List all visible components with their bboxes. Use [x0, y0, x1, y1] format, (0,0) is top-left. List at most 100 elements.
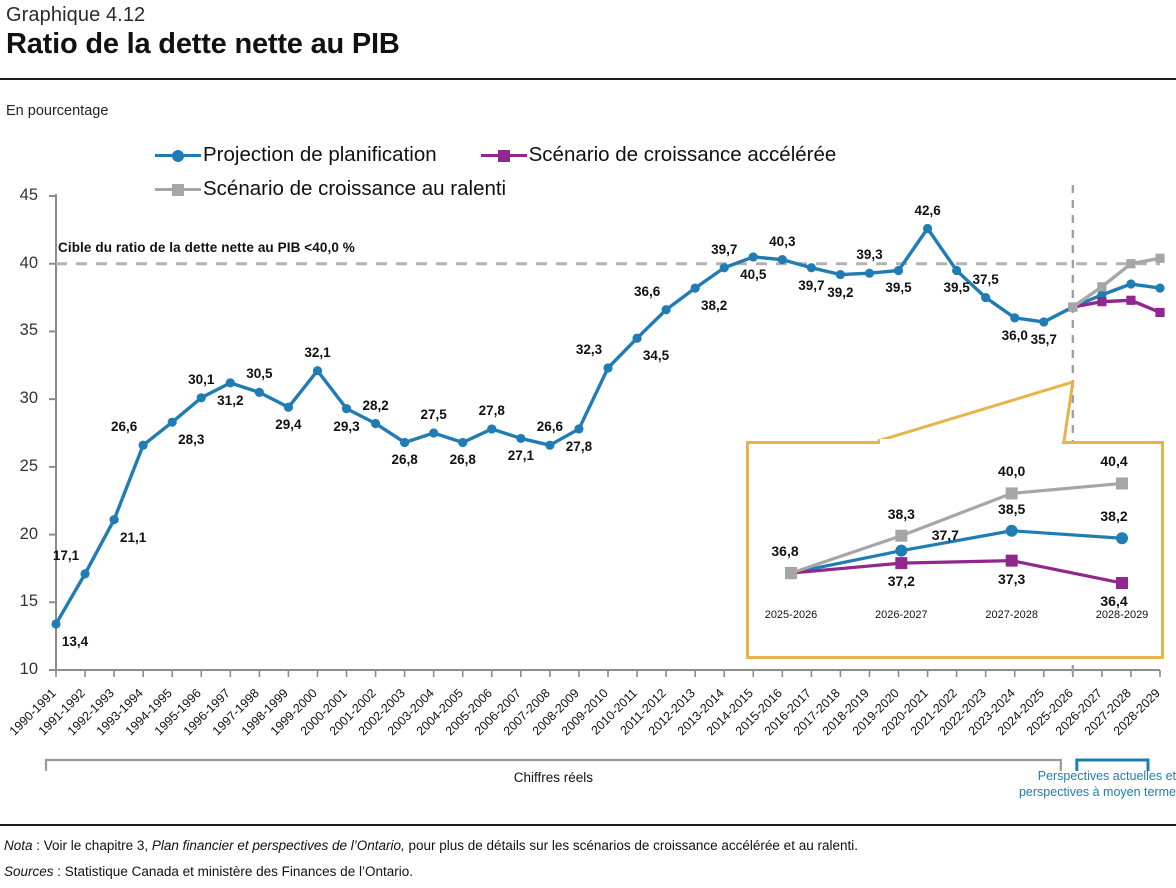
data-point-label: 37,5 — [972, 271, 999, 287]
data-point — [516, 433, 526, 444]
data-point-label: 42,6 — [914, 202, 941, 218]
data-point-label: 28,3 — [178, 432, 205, 448]
data-point — [196, 393, 206, 403]
data-point-label: 40,5 — [740, 266, 767, 282]
data-point — [835, 269, 846, 280]
data-point — [1068, 302, 1078, 312]
target-annotation: Cible du ratio de la dette nette au PIB … — [58, 240, 355, 255]
footnote-nota: Nota : Voir le chapitre 3, Plan financie… — [4, 838, 858, 853]
data-point-label: 39,2 — [827, 284, 854, 300]
data-point-label: 30,1 — [188, 371, 215, 387]
legend-label-slow: Scénario de croissance au ralenti — [203, 177, 507, 200]
data-point — [1155, 283, 1165, 293]
inset-x-label: 2026-2027 — [875, 609, 928, 621]
inset-x-label: 2027-2028 — [985, 609, 1038, 621]
inset-data-point — [1005, 487, 1018, 500]
y-tick-label: 35 — [19, 321, 38, 340]
data-point — [545, 440, 555, 450]
data-point — [370, 418, 381, 429]
inset-data-point — [895, 544, 908, 557]
data-point-label: 27,8 — [565, 438, 593, 454]
footnote-nota-label: Nota — [4, 838, 33, 853]
bracket-label-actual: Chiffres réels — [513, 770, 594, 785]
legend-label-accelerated: Scénario de croissance accélérée — [528, 143, 837, 166]
data-point-label: 36,0 — [1001, 327, 1028, 343]
inset-data-point — [1116, 532, 1128, 545]
data-point-label: 26,6 — [111, 419, 138, 435]
data-point-label: 39,7 — [798, 277, 825, 293]
data-point-label: 40,3 — [769, 233, 796, 249]
data-point-label: 31,2 — [217, 392, 244, 408]
y-tick-label: 30 — [19, 389, 38, 408]
data-point — [893, 265, 904, 276]
y-tick-label: 20 — [19, 524, 38, 543]
data-point-label: 29,3 — [333, 418, 360, 434]
legend-item-accelerated[interactable]: Scénario de croissance accélérée — [480, 143, 837, 167]
inset-data-point — [1005, 524, 1018, 537]
footnote-nota-italic: Plan financier et perspectives de l’Onta… — [151, 838, 405, 853]
data-point-label: 32,3 — [575, 341, 603, 357]
inset-data-point — [895, 557, 908, 570]
inset-data-label: 38,5 — [998, 500, 1026, 517]
data-point-label: 34,5 — [642, 348, 670, 364]
legend-marker-square-icon — [480, 147, 527, 163]
data-point-label: 39,5 — [943, 280, 970, 296]
data-point-label: 26,8 — [449, 452, 476, 468]
data-point — [661, 305, 671, 315]
data-point — [400, 437, 410, 448]
data-point-label: 39,5 — [885, 280, 912, 296]
data-point — [341, 404, 352, 414]
chart-legend: Projection de planification Scénario de … — [155, 143, 1155, 201]
bracket-proj-line2: perspectives à moyen terme — [1018, 785, 1176, 799]
data-point-label: 29,4 — [275, 417, 302, 433]
inset-data-point — [895, 529, 908, 542]
data-point — [922, 223, 933, 234]
data-point — [1010, 313, 1020, 323]
legend-item-planning[interactable]: Projection de planification — [155, 143, 437, 167]
bracket-proj-line1: Perspectives actuelles et — [1037, 769, 1176, 783]
inset-data-label: 38,2 — [1100, 508, 1128, 525]
legend-row-2: Scénario de croissance au ralenti — [155, 177, 1155, 201]
data-point-label: 13,4 — [61, 633, 89, 649]
inset-data-point — [785, 567, 797, 580]
data-point — [864, 268, 875, 278]
legend-row-1: Projection de planification Scénario de … — [155, 143, 1155, 167]
chart-number: Graphique 4.12 — [6, 4, 146, 26]
footnote-nota-b: pour plus de détails sur les scénarios d… — [404, 838, 858, 853]
data-point — [777, 255, 787, 265]
data-point — [167, 417, 177, 427]
inset-data-label: 38,3 — [887, 505, 915, 522]
data-point — [458, 437, 468, 448]
data-point — [1155, 307, 1165, 318]
inset-x-label: 2025-2026 — [764, 609, 818, 621]
data-point — [1126, 279, 1136, 289]
y-axis: 10 15 20 25 30 35 40 45 — [0, 0, 38, 888]
data-point — [312, 366, 323, 376]
data-point — [981, 292, 991, 303]
bracket-label-projection: Perspectives actuelles et perspectives à… — [980, 768, 1176, 800]
data-point — [719, 263, 729, 273]
y-tick-label: 10 — [19, 660, 38, 678]
inset-data-label: 40,0 — [998, 463, 1026, 480]
data-point — [690, 283, 700, 293]
axis-units-label: En pourcentage — [6, 103, 109, 119]
data-point-label: 27,1 — [507, 448, 534, 464]
data-point — [138, 440, 148, 450]
inset-data-point — [1005, 554, 1018, 567]
data-point — [1155, 253, 1165, 263]
inset-data-label: 40,4 — [1100, 453, 1128, 470]
footnote-sources: Sources : Statistique Canada et ministèr… — [4, 864, 413, 879]
legend-marker-square-slow-icon — [155, 181, 201, 197]
y-tick-label: 40 — [19, 253, 38, 272]
data-point-label: 26,6 — [536, 419, 564, 435]
data-point-label: 30,5 — [246, 366, 273, 382]
y-tick-label: 45 — [19, 186, 38, 204]
data-point — [51, 619, 61, 629]
legend-item-slow[interactable]: Scénario de croissance au ralenti — [155, 177, 506, 201]
y-tick-label: 15 — [19, 592, 38, 611]
data-point — [603, 363, 613, 373]
data-point-label: 27,5 — [420, 407, 447, 422]
legend-label-planning: Projection de planification — [203, 143, 437, 166]
data-point — [429, 428, 439, 438]
